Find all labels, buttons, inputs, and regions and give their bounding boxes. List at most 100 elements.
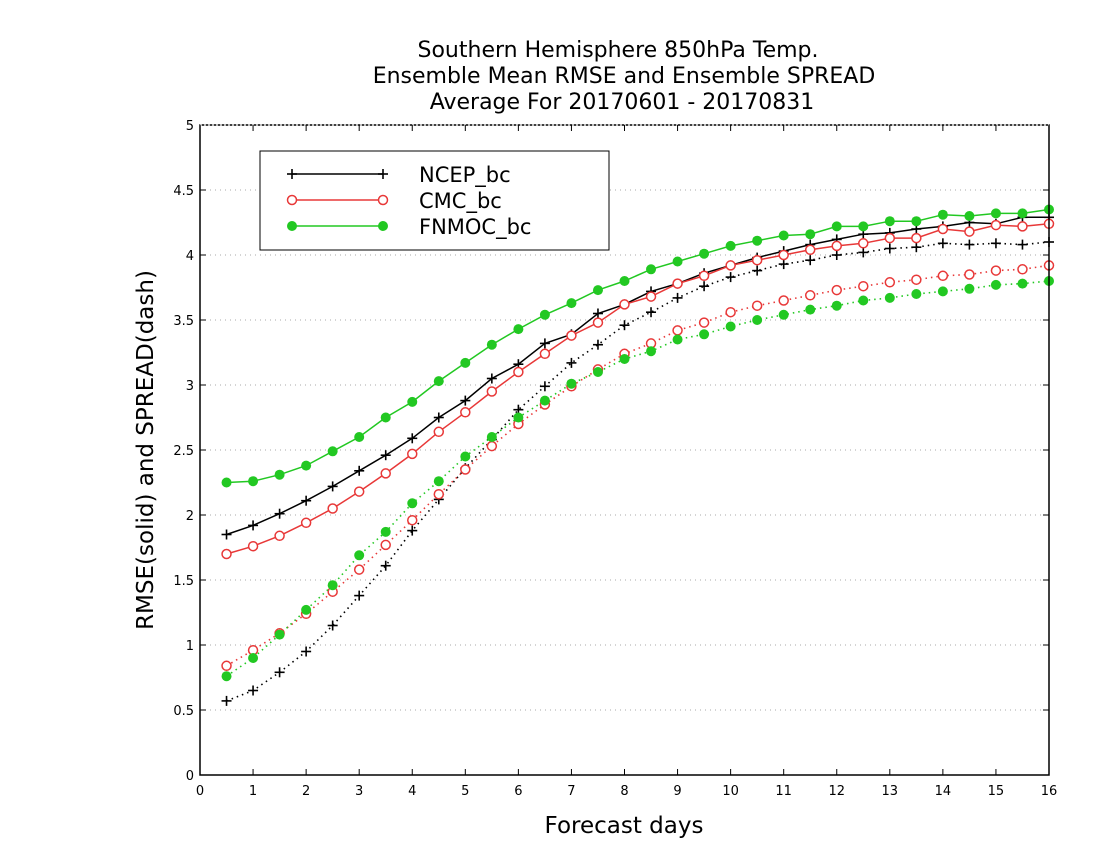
point-fnmoc-bc-spread [911, 289, 922, 299]
point-cmc-bc-spread [672, 325, 683, 336]
legend-marker-left [286, 194, 298, 206]
point-fnmoc-bc [274, 469, 285, 480]
point-fnmoc-bc [433, 376, 444, 387]
point-fnmoc-bc [566, 298, 577, 309]
point-ncep-bc-spread [619, 320, 630, 331]
point-cmc-bc-spread [1017, 264, 1028, 275]
point-cmc-bc-spread [353, 564, 365, 575]
point-ncep-bc-spread [937, 238, 948, 249]
point-cmc-bc [460, 407, 471, 418]
series-line-ncep-bc [226, 216, 1049, 536]
point-fnmoc-bc [699, 248, 710, 259]
point-ncep-bc [433, 412, 444, 423]
legend-marker-right [378, 169, 388, 179]
point-cmc-bc [778, 249, 789, 261]
series-line-ncep-bc-spread [226, 241, 1050, 702]
point-fnmoc-bc [752, 235, 763, 246]
legend-entry-cmc-bc: CMC_bc [286, 189, 502, 214]
legend-label-fnmoc-bc: FNMOC_bc [419, 215, 531, 240]
point-cmc-bc [858, 238, 869, 249]
x-tick-label: 14 [935, 784, 952, 799]
title-line-3: Average For 20170601 - 20170831 [430, 90, 815, 115]
x-tick-label: 4 [408, 784, 416, 799]
point-fnmoc-bc [1017, 208, 1028, 219]
point-cmc-bc [804, 244, 816, 256]
series-ncep-bc [221, 212, 1054, 540]
point-fnmoc-bc-spread [513, 412, 524, 423]
point-cmc-bc-spread [778, 295, 789, 306]
point-cmc-bc [592, 317, 604, 328]
series-cmc-bc-spread [221, 260, 1055, 672]
point-ncep-bc-spread [539, 381, 550, 392]
grid-lines [200, 189, 1049, 711]
point-cmc-bc-spread [831, 284, 842, 296]
point-ncep-bc-spread [911, 242, 922, 253]
point-cmc-bc-spread [380, 539, 391, 551]
point-fnmoc-bc-spread [805, 304, 816, 315]
y-tick-label: 3.5 [173, 314, 194, 329]
legend-marker-right [377, 194, 389, 206]
point-ncep-bc-spread [354, 590, 365, 601]
series-line-cmc-bc [226, 223, 1050, 555]
point-fnmoc-bc-spread [725, 321, 736, 332]
point-fnmoc-bc [486, 339, 497, 350]
point-ncep-bc [539, 338, 550, 349]
y-tick-label: 4.5 [173, 184, 194, 199]
x-tick-label: 3 [355, 784, 363, 799]
point-cmc-bc [725, 260, 736, 271]
point-cmc-bc-spread [964, 269, 975, 280]
point-cmc-bc-spread [804, 290, 816, 301]
point-fnmoc-bc-spread [221, 671, 232, 682]
series-line-fnmoc-bc-spread [226, 280, 1050, 677]
point-cmc-bc [884, 232, 896, 244]
x-tick-label: 1 [249, 784, 257, 799]
point-ncep-bc-spread [592, 339, 603, 350]
point-fnmoc-bc-spread [486, 432, 497, 442]
point-cmc-bc [964, 226, 975, 237]
point-ncep-bc-spread [831, 250, 842, 260]
point-fnmoc-bc [407, 396, 418, 407]
x-tick-label: 11 [775, 784, 792, 799]
point-ncep-bc [221, 529, 232, 540]
point-cmc-bc-spread [937, 270, 949, 282]
series-line-cmc-bc-spread [226, 264, 1050, 667]
point-fnmoc-bc [964, 211, 975, 221]
point-ncep-bc-spread [778, 259, 789, 270]
y-tick-label: 1.5 [173, 574, 194, 589]
y-tick-label: 5 [186, 119, 194, 134]
point-ncep-bc-spread [327, 620, 338, 631]
point-fnmoc-bc [248, 476, 259, 487]
point-fnmoc-bc-spread [566, 378, 577, 389]
point-fnmoc-bc [513, 324, 524, 335]
point-ncep-bc [327, 481, 338, 492]
point-cmc-bc-spread [751, 300, 763, 311]
legend-marker-left [287, 221, 297, 231]
point-cmc-bc [645, 291, 657, 302]
x-tick-label: 2 [302, 784, 310, 799]
y-tick-label: 0 [186, 769, 194, 784]
point-fnmoc-bc [937, 209, 948, 220]
point-ncep-bc [592, 308, 603, 319]
legend-marker-right [378, 221, 388, 231]
point-ncep-bc [301, 495, 312, 506]
point-fnmoc-bc [884, 216, 895, 227]
point-cmc-bc [486, 386, 498, 397]
y-tick-label: 4 [186, 249, 194, 264]
point-ncep-bc [460, 395, 471, 406]
y-axis-label: RMSE(solid) and SPREAD(dash) [133, 270, 159, 630]
point-fnmoc-bc-spread [964, 283, 975, 294]
point-fnmoc-bc [327, 446, 338, 457]
point-ncep-bc [407, 433, 418, 444]
point-ncep-bc-spread [990, 238, 1001, 249]
point-cmc-bc [221, 548, 232, 560]
point-fnmoc-bc-spread [327, 580, 338, 591]
x-tick-label: 10 [722, 784, 739, 799]
x-tick-label: 6 [514, 784, 522, 799]
point-fnmoc-bc [354, 432, 365, 442]
point-cmc-bc [274, 530, 285, 542]
point-ncep-bc-spread [725, 272, 736, 283]
point-fnmoc-bc-spread [778, 309, 789, 320]
